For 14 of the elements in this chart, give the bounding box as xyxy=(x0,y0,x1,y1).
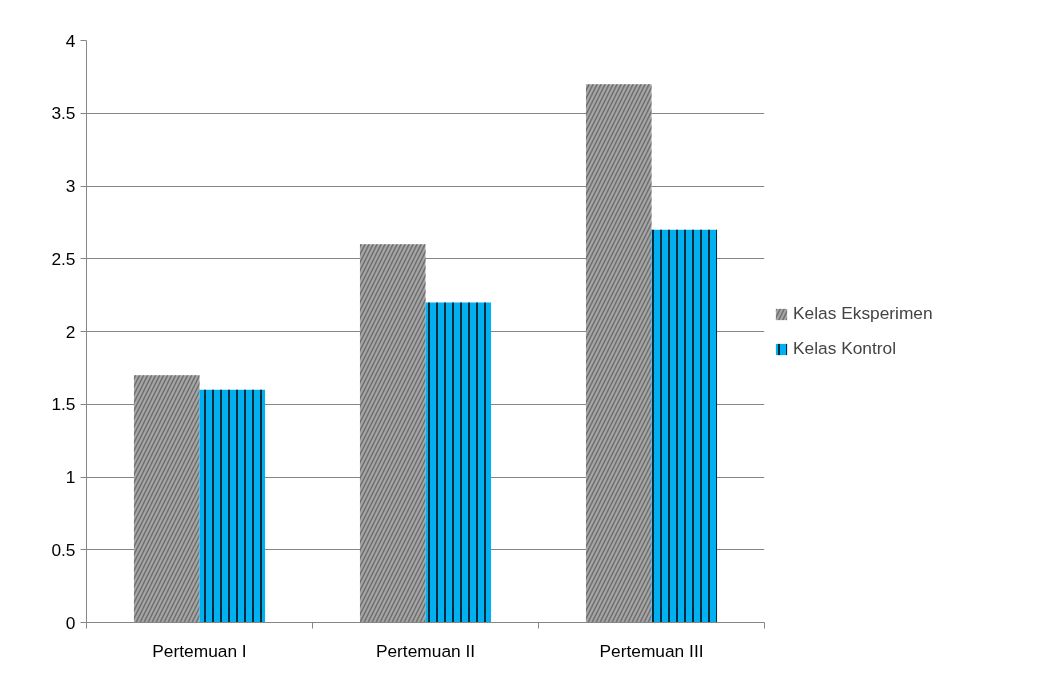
legend-label: Kelas Kontrol xyxy=(793,338,897,359)
y-tick-label: 3.5 xyxy=(51,103,76,124)
x-tick-label: Pertemuan III xyxy=(599,640,704,661)
y-tick-label: 3 xyxy=(65,176,76,196)
y-tick-label: 1.5 xyxy=(51,394,76,415)
x-tick-label: Pertemuan I xyxy=(152,640,247,661)
y-tick-label: 4 xyxy=(65,30,76,51)
y-tick-label: 0.5 xyxy=(51,539,76,560)
y-tick-label: 0 xyxy=(65,612,76,633)
y-tick-label: 2.5 xyxy=(51,248,76,269)
y-tick-label: 1 xyxy=(65,467,76,487)
y-tick-label: 2 xyxy=(65,321,76,342)
x-tick-label: Pertemuan II xyxy=(375,640,476,661)
legend-label: Kelas Eksperimen xyxy=(793,303,933,324)
